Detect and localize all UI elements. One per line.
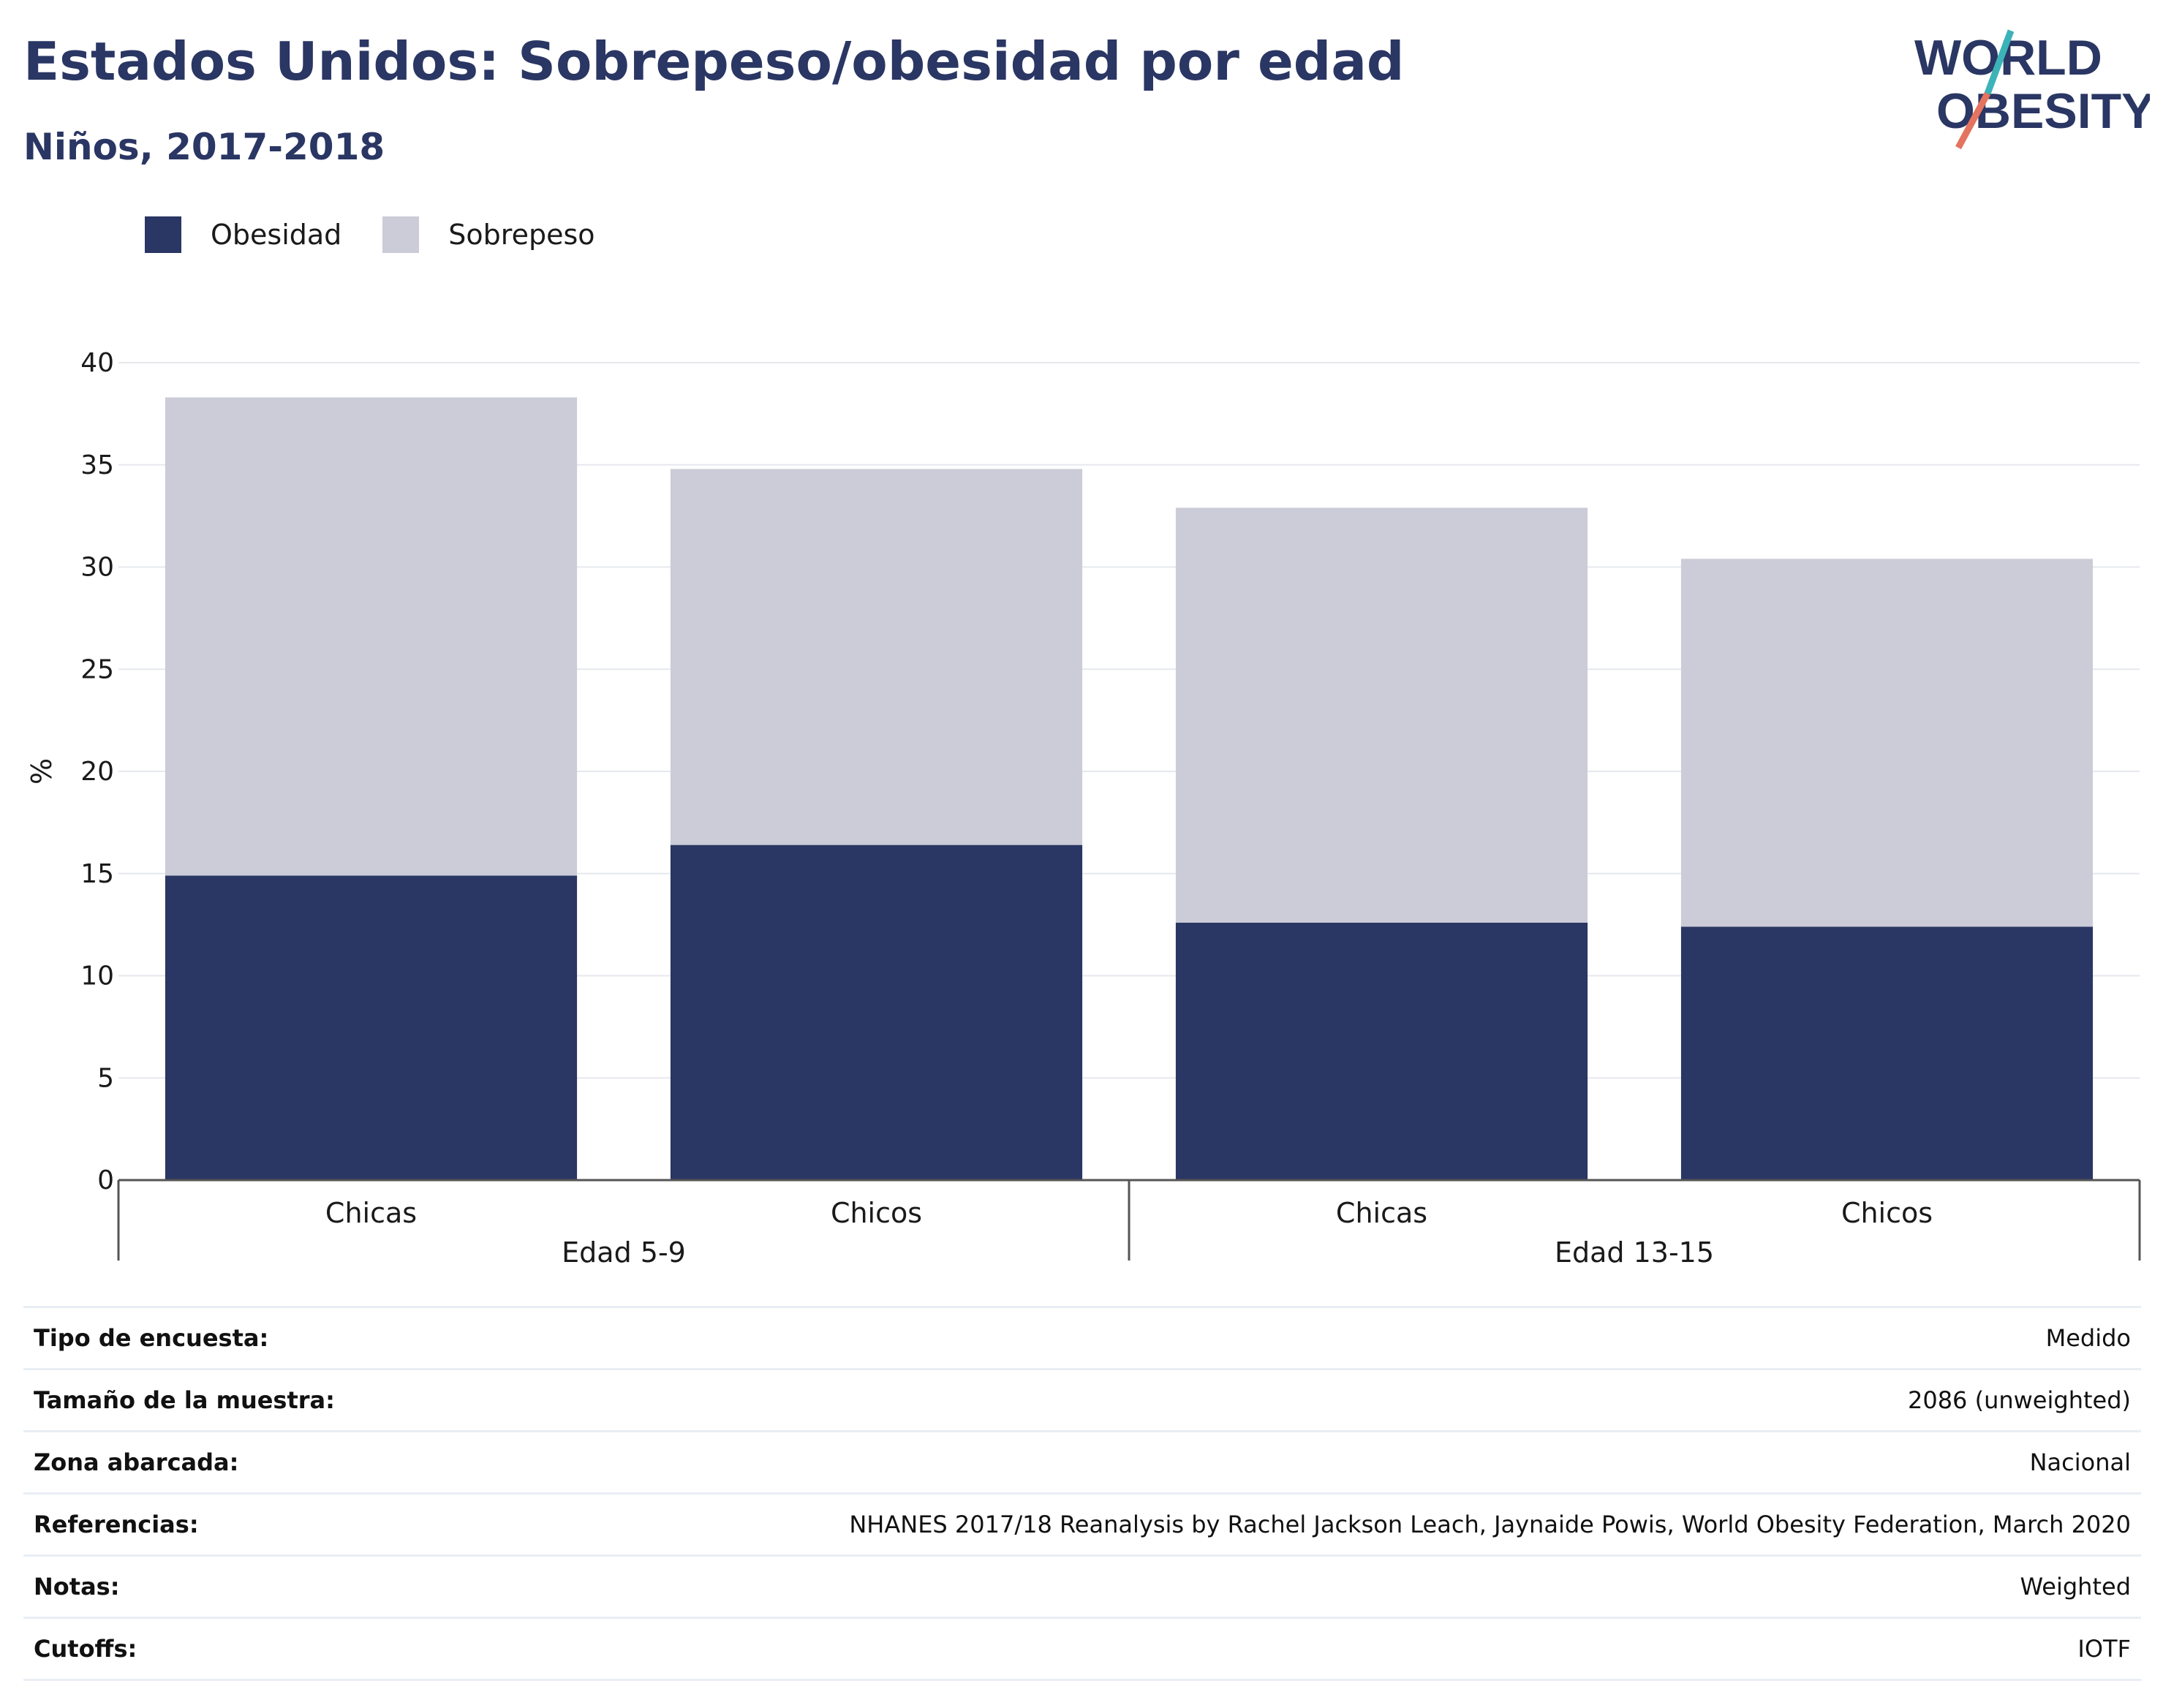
metadata-label: Notas:: [34, 1573, 120, 1601]
world-obesity-logo: WORLD OBESITY: [1914, 29, 2150, 150]
metadata-label: Referencias:: [34, 1511, 199, 1538]
metadata-table: Tipo de encuesta: Medido Tamaño de la mu…: [23, 1306, 2141, 1681]
legend-item-sobrepeso[interactable]: Sobrepeso: [382, 216, 595, 253]
legend-swatch-obesidad: [145, 216, 181, 253]
metadata-row: Referencias: NHANES 2017/18 Reanalysis b…: [23, 1492, 2141, 1554]
legend-swatch-sobrepeso: [382, 216, 420, 253]
metadata-row: Cutoffs: IOTF: [23, 1617, 2141, 1681]
logo-slash-teal: [1984, 29, 2015, 95]
metadata-value: Medido: [2045, 1324, 2131, 1352]
y-tick-label: 25: [80, 654, 114, 684]
metadata-label: Cutoffs:: [34, 1635, 137, 1663]
y-tick-label: 15: [80, 859, 114, 889]
y-tick-label: 30: [80, 553, 114, 583]
metadata-label: Tamaño de la muestra:: [34, 1386, 335, 1414]
group-label: Edad 5-9: [562, 1236, 686, 1269]
metadata-label: Tipo de encuesta:: [34, 1324, 269, 1352]
metadata-value: Weighted: [2020, 1573, 2131, 1601]
legend-label-sobrepeso: Sobrepeso: [448, 219, 595, 251]
y-tick-label: 0: [97, 1165, 114, 1195]
metadata-row: Tipo de encuesta: Medido: [23, 1306, 2141, 1368]
metadata-value: NHANES 2017/18 Reanalysis by Rachel Jack…: [849, 1511, 2131, 1538]
y-tick-label: 40: [80, 348, 114, 378]
y-axis-label: %: [26, 758, 58, 785]
stacked-bar-chart: 0 5 10 15 20 25 30 35 40% Chicas Chicos Chicas Chico…: [26, 348, 2141, 1269]
bar-sobrepeso: [1175, 507, 1588, 923]
chart-subtitle: Niños, 2017-2018: [23, 126, 385, 168]
x-tick-label: Chicas: [1336, 1197, 1427, 1229]
bar-obesidad: [1680, 926, 2094, 1180]
metadata-value: IOTF: [2077, 1635, 2131, 1663]
legend: Obesidad Sobrepeso: [145, 216, 636, 253]
metadata-value: 2086 (unweighted): [1907, 1386, 2131, 1414]
y-tick-label: 5: [97, 1063, 114, 1093]
y-tick-label: 20: [80, 757, 114, 787]
bar-sobrepeso: [670, 469, 1083, 845]
y-tick-label: 35: [80, 450, 114, 480]
logo-slash-coral: [1955, 91, 1990, 150]
legend-item-obesidad[interactable]: Obesidad: [145, 216, 341, 253]
chart-title: Estados Unidos: Sobrepeso/obesidad por e…: [23, 31, 1405, 92]
bar-obesidad: [670, 844, 1083, 1180]
group-label: Edad 13-15: [1555, 1236, 1714, 1269]
x-tick-label: Chicas: [325, 1197, 417, 1229]
bar-obesidad: [1175, 922, 1588, 1180]
bar-sobrepeso: [165, 397, 578, 876]
x-tick-label: Chicos: [1841, 1197, 1933, 1229]
y-tick-label: 10: [80, 961, 114, 991]
metadata-row: Zona abarcada: Nacional: [23, 1430, 2141, 1492]
bar-obesidad: [165, 875, 578, 1180]
metadata-value: Nacional: [2029, 1448, 2131, 1476]
metadata-row: Notas: Weighted: [23, 1554, 2141, 1617]
metadata-row: Tamaño de la muestra: 2086 (unweighted): [23, 1368, 2141, 1430]
legend-label-obesidad: Obesidad: [211, 219, 342, 251]
logo-line-2: OBESITY: [1936, 83, 2150, 139]
bar-sobrepeso: [1680, 559, 2094, 927]
metadata-label: Zona abarcada:: [34, 1448, 239, 1476]
x-tick-label: Chicos: [831, 1197, 922, 1229]
